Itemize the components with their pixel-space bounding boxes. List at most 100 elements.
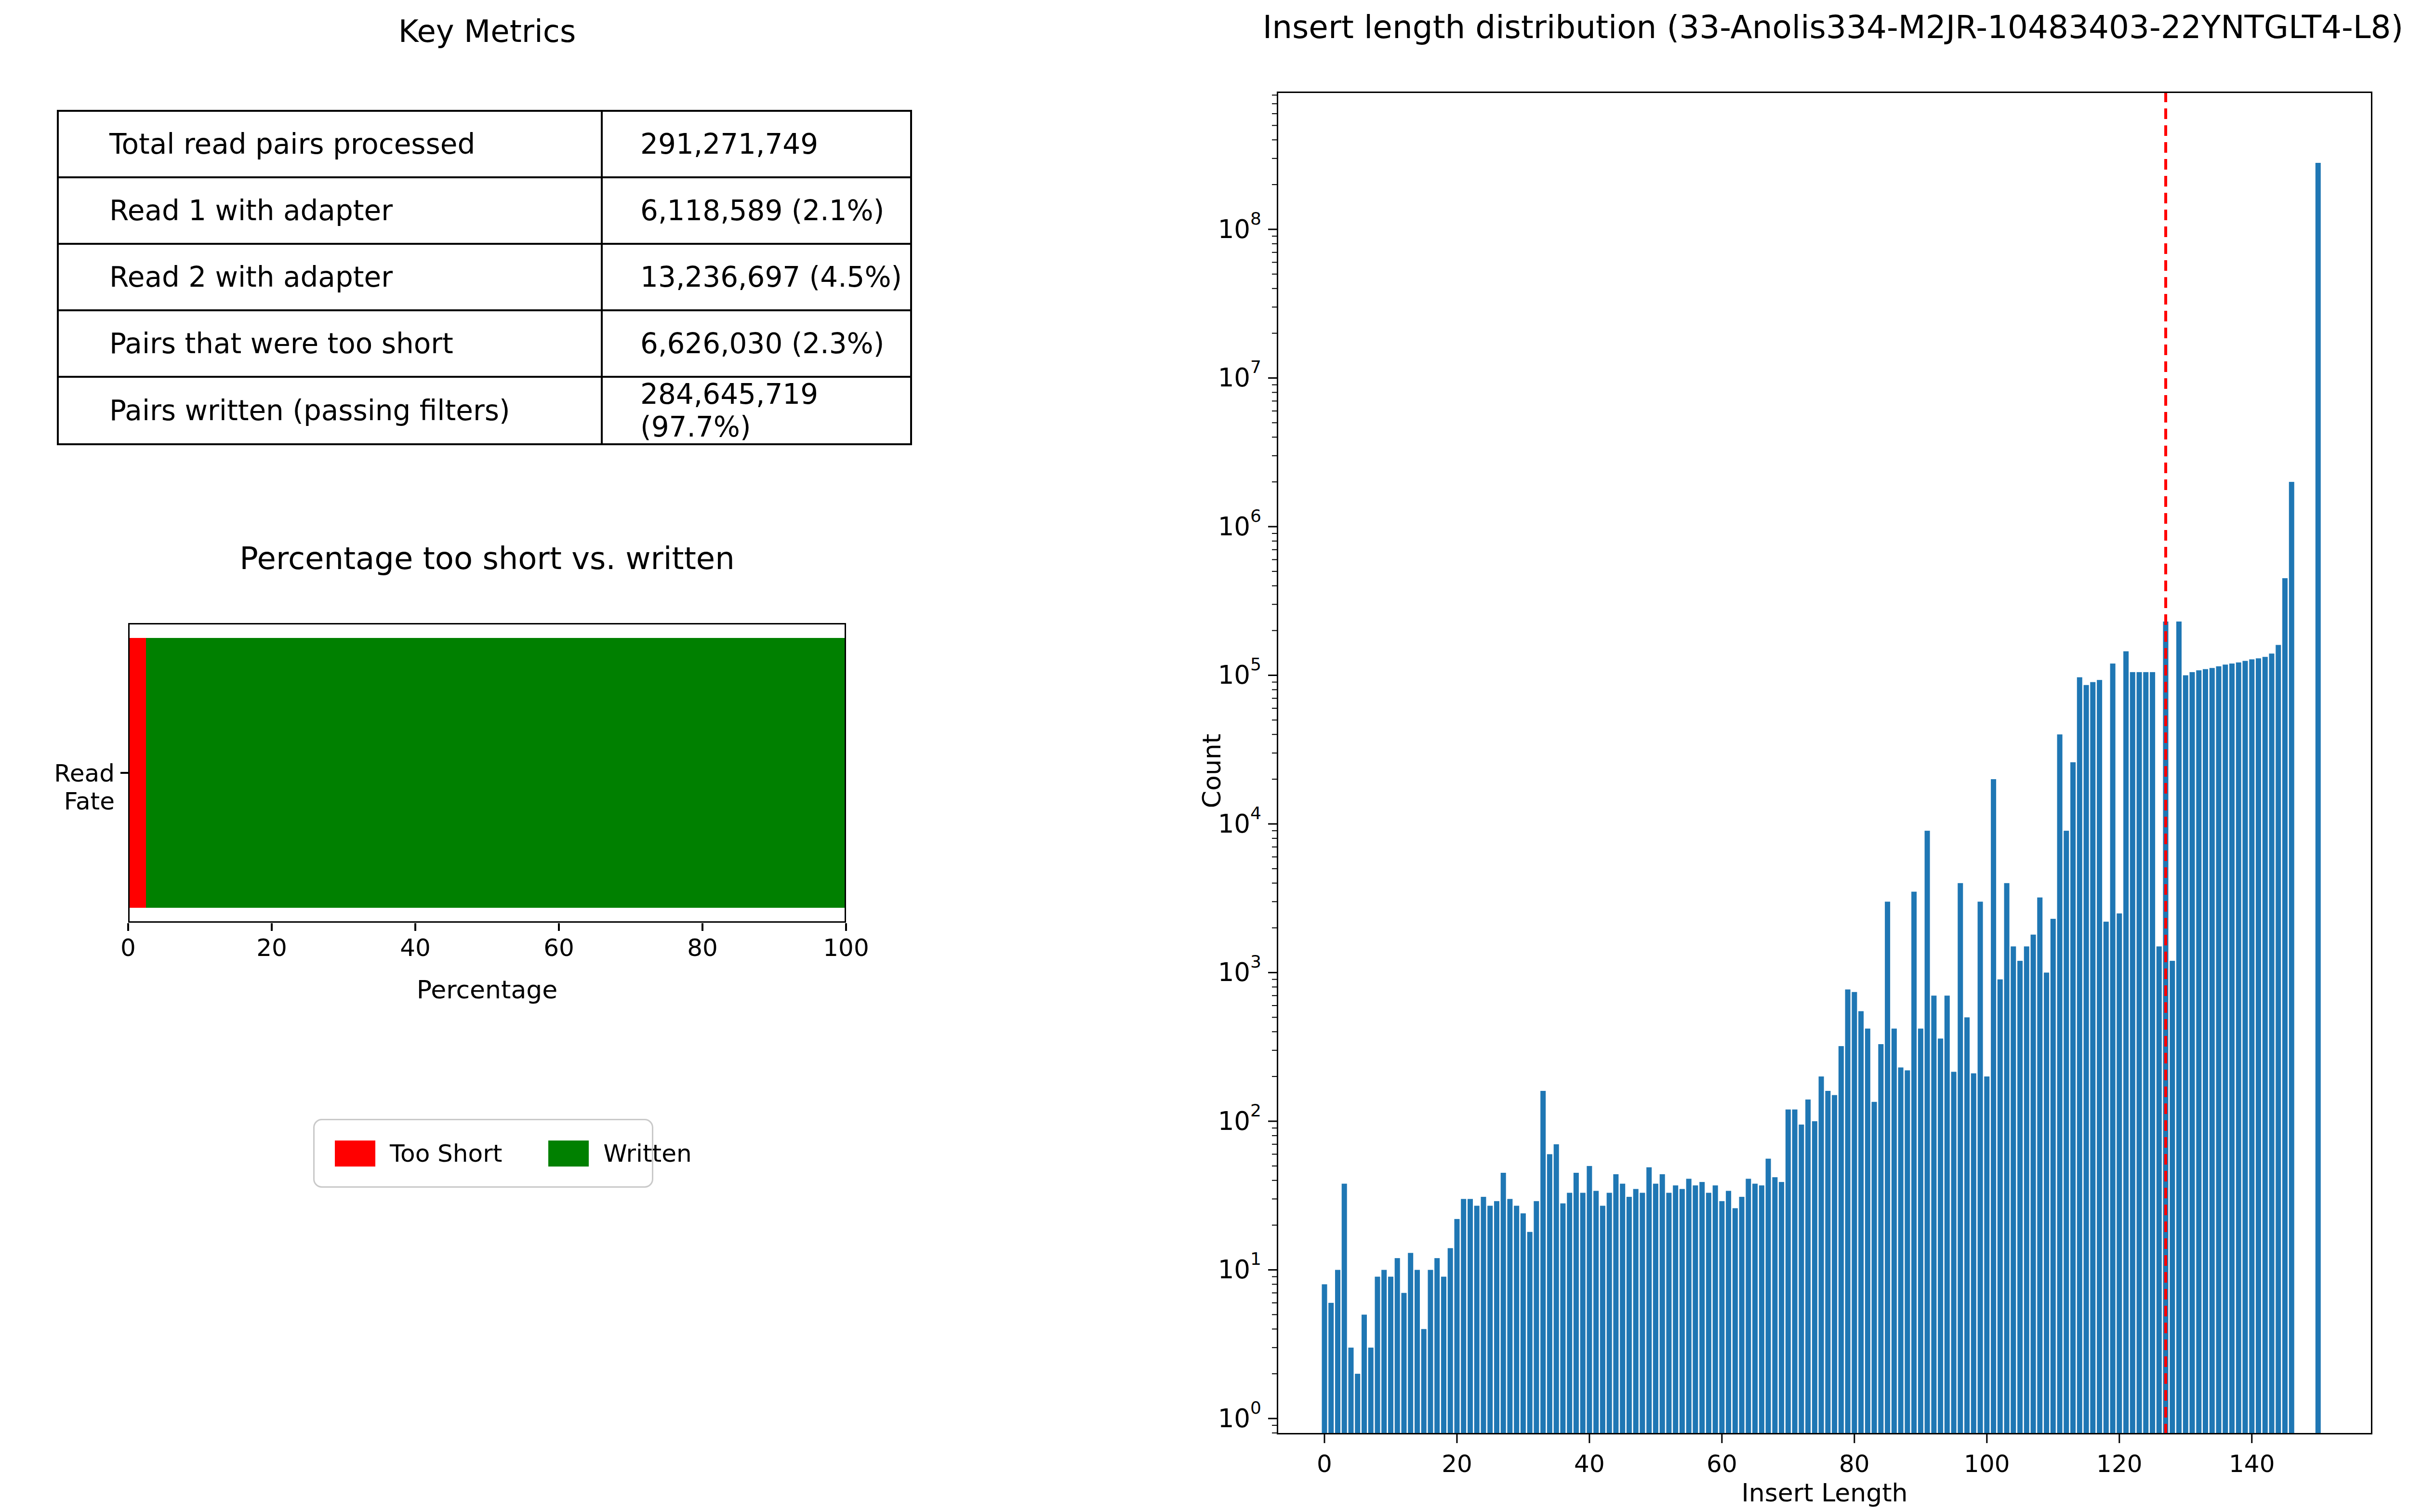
metric-label: Read 2 with adapter xyxy=(58,244,602,310)
histogram-bar xyxy=(1534,1201,1539,1434)
histogram-bar xyxy=(1984,1076,1989,1434)
histogram-bar xyxy=(2070,762,2076,1434)
histogram-bar xyxy=(2004,883,2010,1434)
histogram-bar xyxy=(1587,1166,1592,1434)
histogram-bar xyxy=(2243,661,2248,1434)
histogram-bar xyxy=(1494,1201,1499,1434)
histogram-bar xyxy=(2044,973,2049,1435)
key-metrics-title: Key Metrics xyxy=(0,13,974,49)
histogram-bar xyxy=(1540,1091,1546,1434)
histogram-bar xyxy=(1686,1179,1692,1434)
histogram-bar xyxy=(2057,734,2063,1434)
histogram-bar xyxy=(1971,1074,1976,1434)
histogram-bar xyxy=(2203,669,2208,1434)
histogram-bar xyxy=(1580,1193,1586,1435)
histogram-bar xyxy=(2137,672,2142,1434)
histogram-bar xyxy=(2084,685,2089,1434)
histogram-bar xyxy=(2269,653,2275,1434)
histogram-bar xyxy=(1335,1270,1340,1435)
table-row: Read 1 with adapter6,118,589 (2.1%) xyxy=(58,177,911,244)
histogram-bar xyxy=(1746,1179,1751,1434)
histogram-bar xyxy=(1487,1206,1493,1434)
histogram-bar xyxy=(1772,1177,1777,1434)
histogram-x-axis-label: Insert Length xyxy=(1277,1478,2372,1507)
histogram-bar xyxy=(2143,672,2148,1434)
table-row: Total read pairs processed291,271,749 xyxy=(58,111,911,177)
histogram-bar xyxy=(1733,1208,1738,1435)
histogram-bar xyxy=(1726,1191,1731,1435)
histogram-bar xyxy=(1362,1314,1367,1434)
histogram-bar xyxy=(1441,1277,1446,1434)
histogram-bar xyxy=(1355,1374,1360,1434)
histogram-bar xyxy=(2249,659,2254,1434)
x-tick-label: 60 xyxy=(520,934,597,962)
histogram-bar xyxy=(2256,658,2261,1434)
metric-value: 291,271,749 xyxy=(602,111,911,177)
y-tick-label: 108 xyxy=(1218,209,1261,244)
metric-value: 13,236,697 (4.5%) xyxy=(602,244,911,310)
x-tick-label: 120 xyxy=(2096,1450,2142,1478)
written-legend-label: Written xyxy=(603,1140,691,1167)
table-row: Read 2 with adapter13,236,697 (4.5%) xyxy=(58,244,911,310)
metric-value: 6,626,030 (2.3%) xyxy=(602,310,911,377)
histogram-bar xyxy=(2097,680,2102,1434)
x-tick-label: 100 xyxy=(1964,1450,2010,1478)
x-tick-label: 100 xyxy=(807,934,885,962)
pct-chart-title: Percentage too short vs. written xyxy=(0,541,974,576)
x-tick-mark xyxy=(558,923,560,931)
histogram-bar xyxy=(1434,1258,1440,1434)
histogram-bar xyxy=(1381,1270,1387,1435)
histogram-bar xyxy=(2229,663,2235,1434)
histogram-bar xyxy=(1646,1167,1652,1434)
histogram-bar xyxy=(1653,1184,1658,1434)
histogram-bar xyxy=(1600,1206,1605,1434)
histogram-bar xyxy=(1554,1144,1559,1434)
metric-value: 6,118,589 (2.1%) xyxy=(602,177,911,244)
y-tick-label: 101 xyxy=(1218,1249,1261,1284)
histogram-bar xyxy=(1779,1182,1784,1434)
y-tick-label: 103 xyxy=(1218,952,1261,987)
histogram-bar xyxy=(1593,1191,1599,1435)
written-legend-swatch xyxy=(548,1141,589,1167)
histogram-bar xyxy=(2150,672,2155,1434)
histogram-bar xyxy=(1766,1159,1771,1434)
histogram-bar xyxy=(1759,1185,1764,1434)
y-tick-label: 106 xyxy=(1218,506,1261,541)
histogram-bar xyxy=(1991,779,1996,1434)
histogram-bar xyxy=(2031,935,2036,1434)
histogram-bar xyxy=(2190,672,2195,1434)
histogram-bar xyxy=(1799,1125,1804,1434)
histogram-bar xyxy=(1666,1193,1671,1435)
metric-label: Read 1 with adapter xyxy=(58,177,602,244)
histogram-bar xyxy=(1786,1110,1791,1434)
histogram-bar xyxy=(1673,1185,1678,1434)
histogram-bar xyxy=(1805,1100,1811,1434)
too-short-legend-swatch xyxy=(335,1141,375,1167)
histogram-bar xyxy=(1342,1184,1347,1434)
histogram-bar xyxy=(1633,1189,1639,1434)
histogram-bar xyxy=(1607,1193,1612,1435)
too-short-bar-segment xyxy=(130,638,146,908)
histogram-bar xyxy=(1945,995,1950,1434)
legend: Too Short Written xyxy=(313,1119,653,1188)
histogram-bar xyxy=(1752,1184,1758,1434)
histogram-bar xyxy=(1918,1029,1923,1434)
histogram-bar xyxy=(2170,961,2175,1434)
too-short-legend-label: Too Short xyxy=(390,1140,502,1167)
x-tick-label: 20 xyxy=(233,934,310,962)
histogram-bar xyxy=(2110,663,2116,1434)
x-tick-mark xyxy=(271,923,273,931)
histogram-bar xyxy=(2104,922,2109,1434)
y-tick-label: 102 xyxy=(1218,1101,1261,1136)
histogram-bar xyxy=(1560,1204,1565,1435)
x-tick-mark xyxy=(127,923,129,931)
histogram-bar xyxy=(1620,1184,1625,1434)
histogram-bar xyxy=(1858,1011,1864,1434)
histogram-bar xyxy=(1925,831,1930,1434)
histogram-bar xyxy=(1507,1199,1512,1434)
y-tick-label: 100 xyxy=(1218,1398,1261,1433)
table-row: Pairs written (passing filters)284,645,7… xyxy=(58,377,911,444)
histogram-bar xyxy=(1739,1197,1745,1434)
histogram-bar xyxy=(2316,163,2321,1434)
histogram-bar xyxy=(1839,1046,1844,1434)
